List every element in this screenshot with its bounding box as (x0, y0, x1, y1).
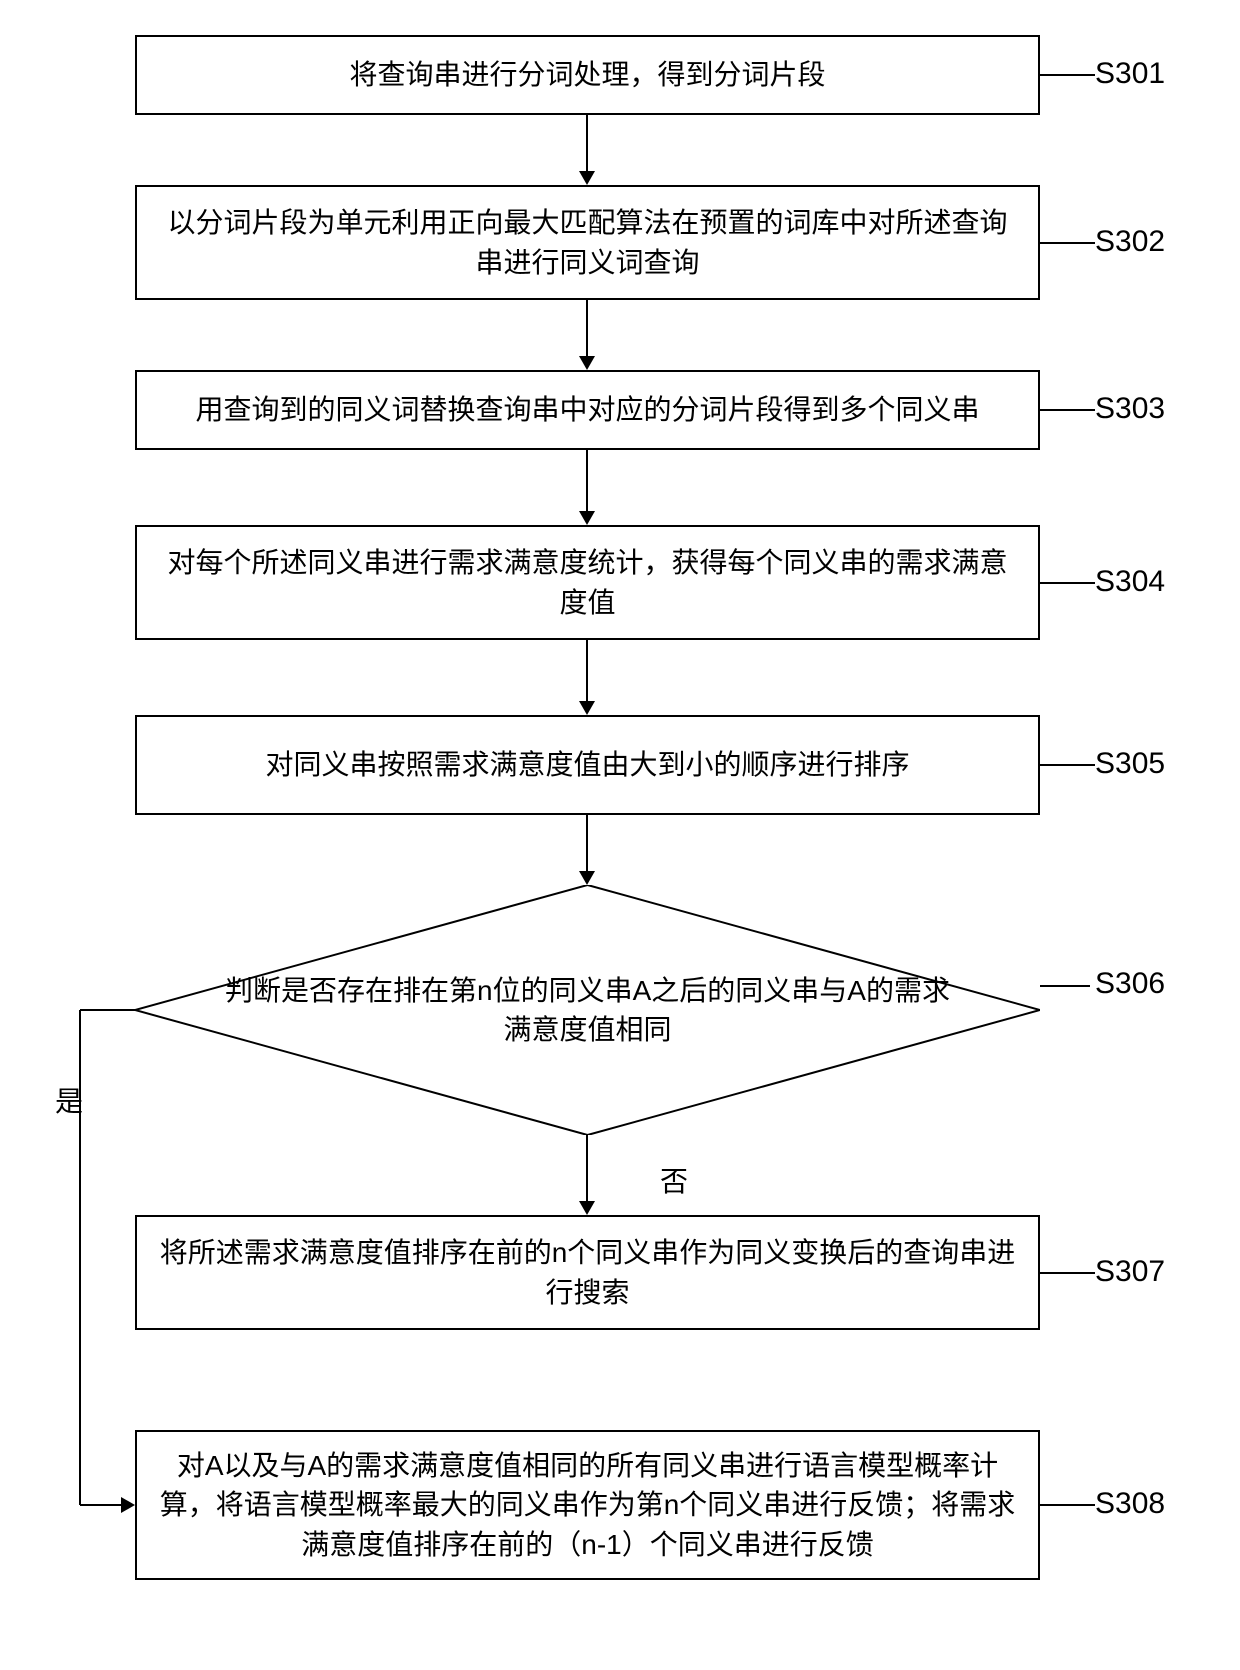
step-tick (1040, 985, 1090, 987)
step-tick (1040, 1504, 1095, 1506)
arrow-line (586, 640, 588, 701)
arrow-line (586, 115, 588, 171)
flow-node-s307: 将所述需求满意度值排序在前的n个同义串作为同义变换后的查询串进行搜索 (135, 1215, 1040, 1330)
arrow-line (586, 815, 588, 871)
flow-node-s306: 判断是否存在排在第n位的同义串A之后的同义串与A的需求满意度值相同 (135, 885, 1040, 1135)
arrow-head-right-icon (121, 1497, 135, 1513)
arrow-head-down-icon (579, 701, 595, 715)
step-label-s307: S307 (1095, 1255, 1165, 1289)
flow-node-s308: 对A以及与A的需求满意度值相同的所有同义串进行语言模型概率计算，将语言模型概率最… (135, 1430, 1040, 1580)
step-label-s301: S301 (1095, 57, 1165, 91)
edge-label-yes: 是 (55, 1080, 83, 1120)
arrow-line (586, 1135, 588, 1201)
step-tick (1040, 74, 1095, 76)
flow-node-s305: 对同义串按照需求满意度值由大到小的顺序进行排序 (135, 715, 1040, 815)
arrow-line (80, 1009, 135, 1011)
arrow-head-down-icon (579, 871, 595, 885)
step-label-s303: S303 (1095, 392, 1165, 426)
step-tick (1040, 242, 1095, 244)
flow-node-s304: 对每个所述同义串进行需求满意度统计，获得每个同义串的需求满意度值 (135, 525, 1040, 640)
step-tick (1040, 409, 1095, 411)
arrow-line (80, 1504, 121, 1506)
arrow-head-down-icon (579, 511, 595, 525)
step-tick (1040, 764, 1095, 766)
flow-node-s303: 用查询到的同义词替换查询串中对应的分词片段得到多个同义串 (135, 370, 1040, 450)
step-label-s305: S305 (1095, 747, 1165, 781)
flow-node-s302: 以分词片段为单元利用正向最大匹配算法在预置的词库中对所述查询串进行同义词查询 (135, 185, 1040, 300)
arrow-line (586, 300, 588, 356)
diamond-text: 判断是否存在排在第n位的同义串A之后的同义串与A的需求满意度值相同 (135, 885, 1040, 1135)
arrow-head-down-icon (579, 1201, 595, 1215)
arrow-head-down-icon (579, 171, 595, 185)
edge-label-no: 否 (660, 1160, 688, 1200)
step-label-s308: S308 (1095, 1487, 1165, 1521)
arrow-line (586, 450, 588, 511)
step-tick (1040, 1272, 1095, 1274)
step-label-s306: S306 (1095, 967, 1165, 1001)
flowchart-canvas: 将查询串进行分词处理，得到分词片段 S301 以分词片段为单元利用正向最大匹配算法在… (0, 0, 1240, 1670)
step-tick (1040, 582, 1095, 584)
step-label-s302: S302 (1095, 225, 1165, 259)
step-label-s304: S304 (1095, 565, 1165, 599)
arrow-head-down-icon (579, 356, 595, 370)
flow-node-s301: 将查询串进行分词处理，得到分词片段 (135, 35, 1040, 115)
